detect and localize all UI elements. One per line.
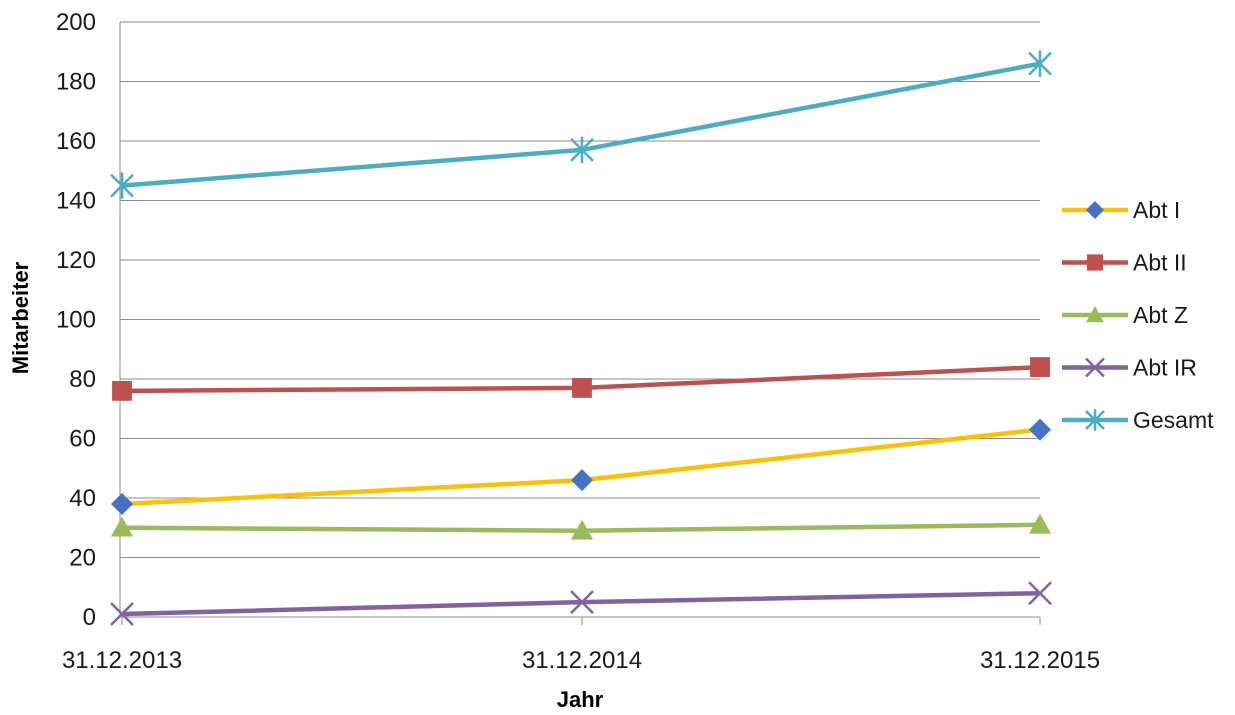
series-lines [110,50,1052,626]
series-abt-ii [112,357,1050,401]
y-tick-label: 0 [83,604,96,631]
legend-swatch-marker [1086,201,1104,219]
y-tick-label: 40 [69,485,96,512]
y-tick-label: 20 [69,545,96,572]
legend-label: Gesamt [1133,407,1214,433]
legend-swatch-marker [1085,409,1105,431]
legend: Abt I Abt II Abt Z Abt IR Gesamt [1062,197,1214,433]
x-axis-title: Jahr [557,687,604,712]
y-tick-labels: 0 20 40 60 80 100 120 140 160 180 200 [56,9,96,631]
legend-item: Abt I [1062,197,1180,223]
legend-label: Abt I [1133,197,1180,223]
series-line [121,427,1041,507]
data-point [1029,513,1051,534]
legend-swatch-marker [1085,357,1105,378]
data-point [571,519,593,540]
legend-swatch-marker [1086,254,1104,271]
series-abt-z [111,513,1051,540]
legend-label: Abt II [1133,250,1187,276]
data-point [110,172,134,199]
series-abt-i [111,418,1051,515]
legend-swatch-marker [1086,306,1104,323]
data-point [1028,50,1052,77]
legend-item: Abt IR [1062,355,1197,381]
x-tick-label: 31.12.2013 [62,647,182,674]
data-point [111,516,133,537]
series-gesamt [110,50,1052,199]
y-tick-label: 140 [56,188,96,215]
data-point [570,136,594,164]
data-point [571,469,593,492]
data-point [112,381,132,401]
y-tick-label: 180 [56,69,96,96]
x-tick-labels: 31.12.2013 31.12.2014 31.12.2015 [62,617,1100,674]
y-tick-label: 100 [56,307,96,334]
series-abt-ir [110,581,1052,626]
legend-label: Abt Z [1133,302,1188,328]
data-point [1030,357,1050,377]
x-tick-label: 31.12.2015 [980,647,1100,674]
data-point [111,492,133,515]
legend-item: Abt II [1062,250,1187,276]
legend-item: Abt Z [1062,302,1188,328]
y-tick-label: 160 [56,128,96,155]
data-point [1029,418,1051,441]
data-point [572,378,592,398]
y-tick-label: 200 [56,9,96,36]
y-tick-label: 80 [69,366,96,393]
y-tick-label: 120 [56,247,96,274]
data-point [1028,581,1052,606]
y-tick-label: 60 [69,426,96,453]
legend-item: Gesamt [1062,407,1214,433]
x-tick-label: 31.12.2014 [522,647,642,674]
data-point [570,590,594,615]
y-axis-title: Mitarbeiter [8,261,33,374]
data-point [110,602,134,626]
legend-label: Abt IR [1133,355,1197,381]
